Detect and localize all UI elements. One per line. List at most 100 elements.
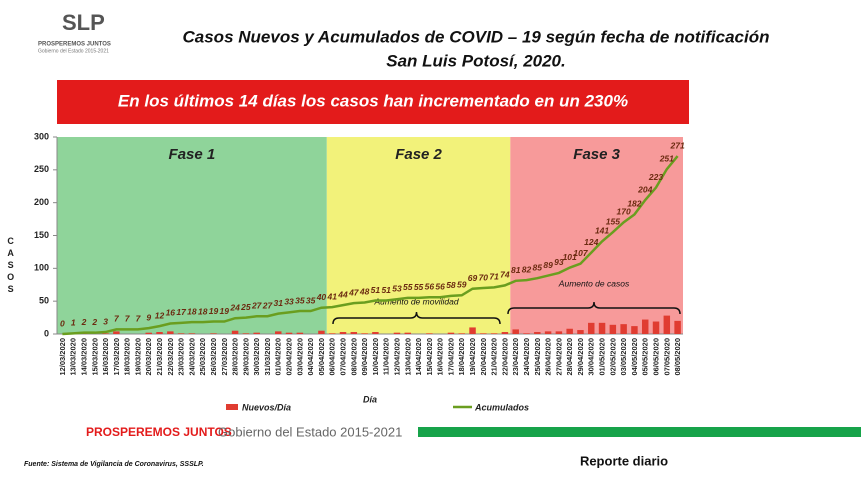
x-tick-label: 23/03/2020 bbox=[177, 338, 186, 376]
data-label: 93 bbox=[554, 257, 564, 267]
data-label: 141 bbox=[595, 226, 609, 236]
phase-label: Fase 2 bbox=[395, 146, 442, 163]
x-tick-label: 01/05/2020 bbox=[598, 338, 607, 376]
legend-label: Nuevos/Día bbox=[242, 402, 291, 412]
x-tick-label: 24/03/2020 bbox=[187, 338, 196, 376]
data-label: 9 bbox=[146, 312, 151, 322]
bar bbox=[577, 330, 584, 334]
x-tick-label: 31/03/2020 bbox=[263, 338, 272, 376]
title: Casos Nuevos y Acumulados de COVID – 19 … bbox=[183, 27, 770, 46]
banner bbox=[57, 80, 689, 124]
data-label: 55 bbox=[403, 282, 413, 292]
bar bbox=[177, 333, 185, 334]
data-label: 19 bbox=[209, 306, 219, 316]
bar bbox=[339, 332, 347, 334]
data-label: 18 bbox=[198, 306, 208, 316]
phase-label: Fase 1 bbox=[169, 146, 216, 163]
x-tick-label: 16/04/2020 bbox=[436, 338, 445, 376]
x-tick-label: 23/04/2020 bbox=[511, 338, 520, 376]
data-label: 7 bbox=[114, 314, 120, 324]
phase-label: Fase 3 bbox=[573, 146, 620, 163]
x-tick-label: 16/03/2020 bbox=[101, 338, 110, 376]
data-label: 223 bbox=[648, 172, 663, 182]
bar bbox=[447, 332, 455, 334]
data-label: 33 bbox=[284, 297, 294, 307]
x-tick-label: 22/04/2020 bbox=[500, 338, 509, 376]
x-tick-label: 11/04/2020 bbox=[382, 338, 391, 375]
x-tick-label: 04/04/2020 bbox=[306, 338, 315, 376]
bar bbox=[512, 329, 519, 334]
source: Fuente: Sistema de Vigilancia de Coronav… bbox=[24, 461, 204, 468]
data-label: 56 bbox=[425, 281, 435, 291]
bar bbox=[372, 332, 379, 334]
data-label: 182 bbox=[627, 199, 641, 209]
logo-sub: Gobierno del Estado 2015-2021 bbox=[38, 48, 109, 54]
subtitle: San Luis Potosí, 2020. bbox=[386, 51, 566, 70]
data-label: 7 bbox=[136, 314, 142, 324]
footer-bar bbox=[418, 427, 861, 437]
data-label: 19 bbox=[220, 306, 230, 316]
x-tick-label: 29/03/2020 bbox=[241, 338, 250, 376]
data-label: 27 bbox=[251, 301, 263, 311]
x-tick-label: 14/03/2020 bbox=[79, 338, 88, 376]
x-axis-label: Día bbox=[363, 394, 377, 404]
x-tick-label: 27/03/2020 bbox=[220, 338, 229, 376]
bar bbox=[242, 333, 250, 334]
bar bbox=[663, 315, 671, 334]
data-label: 51 bbox=[381, 285, 391, 295]
data-label: 85 bbox=[533, 262, 543, 272]
data-label: 2 bbox=[81, 317, 87, 327]
bar bbox=[113, 331, 120, 334]
banner-text: En los últimos 14 días los casos han inc… bbox=[118, 91, 628, 110]
data-label: 82 bbox=[522, 264, 532, 274]
x-tick-label: 07/05/2020 bbox=[662, 338, 671, 376]
y-tick-label: 200 bbox=[34, 197, 49, 207]
bar bbox=[480, 333, 487, 334]
bar bbox=[102, 333, 109, 334]
data-label: 271 bbox=[670, 140, 685, 150]
x-tick-label: 28/04/2020 bbox=[565, 338, 574, 376]
bar bbox=[296, 332, 304, 334]
bar bbox=[188, 333, 196, 334]
x-tick-label: 05/05/2020 bbox=[641, 338, 650, 376]
bar bbox=[318, 330, 325, 334]
x-tick-label: 03/04/2020 bbox=[295, 338, 304, 376]
data-label: 2 bbox=[91, 317, 97, 327]
data-label: 70 bbox=[479, 272, 489, 282]
data-label: 53 bbox=[392, 283, 402, 293]
data-label: 89 bbox=[543, 260, 553, 270]
x-tick-label: 15/04/2020 bbox=[425, 338, 434, 376]
x-tick-label: 20/04/2020 bbox=[479, 338, 488, 376]
bar bbox=[534, 332, 541, 334]
data-label: 59 bbox=[457, 280, 467, 290]
bar bbox=[426, 333, 433, 334]
bar bbox=[404, 332, 412, 334]
data-label: 35 bbox=[295, 295, 305, 305]
x-tick-label: 02/04/2020 bbox=[285, 338, 294, 376]
x-tick-label: 30/03/2020 bbox=[252, 338, 261, 376]
data-label: 35 bbox=[306, 295, 316, 305]
bar bbox=[275, 331, 282, 334]
y-tick-label: 100 bbox=[34, 263, 49, 273]
x-tick-label: 13/04/2020 bbox=[403, 338, 412, 376]
data-label: 74 bbox=[500, 270, 510, 280]
data-label: 7 bbox=[125, 314, 131, 324]
bar bbox=[156, 332, 163, 334]
data-label: 47 bbox=[348, 287, 360, 297]
data-label: 101 bbox=[563, 252, 577, 262]
data-label: 40 bbox=[316, 292, 327, 302]
phase-band bbox=[326, 137, 511, 334]
x-tick-label: 09/04/2020 bbox=[360, 338, 369, 376]
data-label: 124 bbox=[584, 237, 598, 247]
x-tick-label: 14/04/2020 bbox=[414, 338, 423, 376]
x-tick-label: 25/04/2020 bbox=[533, 338, 542, 376]
bar bbox=[641, 319, 649, 334]
data-label: 55 bbox=[414, 282, 424, 292]
data-label: 18 bbox=[187, 306, 197, 316]
data-label: 0 bbox=[60, 318, 65, 328]
bar bbox=[609, 324, 617, 334]
bar bbox=[490, 333, 498, 334]
x-tick-label: 28/03/2020 bbox=[231, 338, 240, 376]
y-tick-label: 250 bbox=[34, 164, 49, 174]
